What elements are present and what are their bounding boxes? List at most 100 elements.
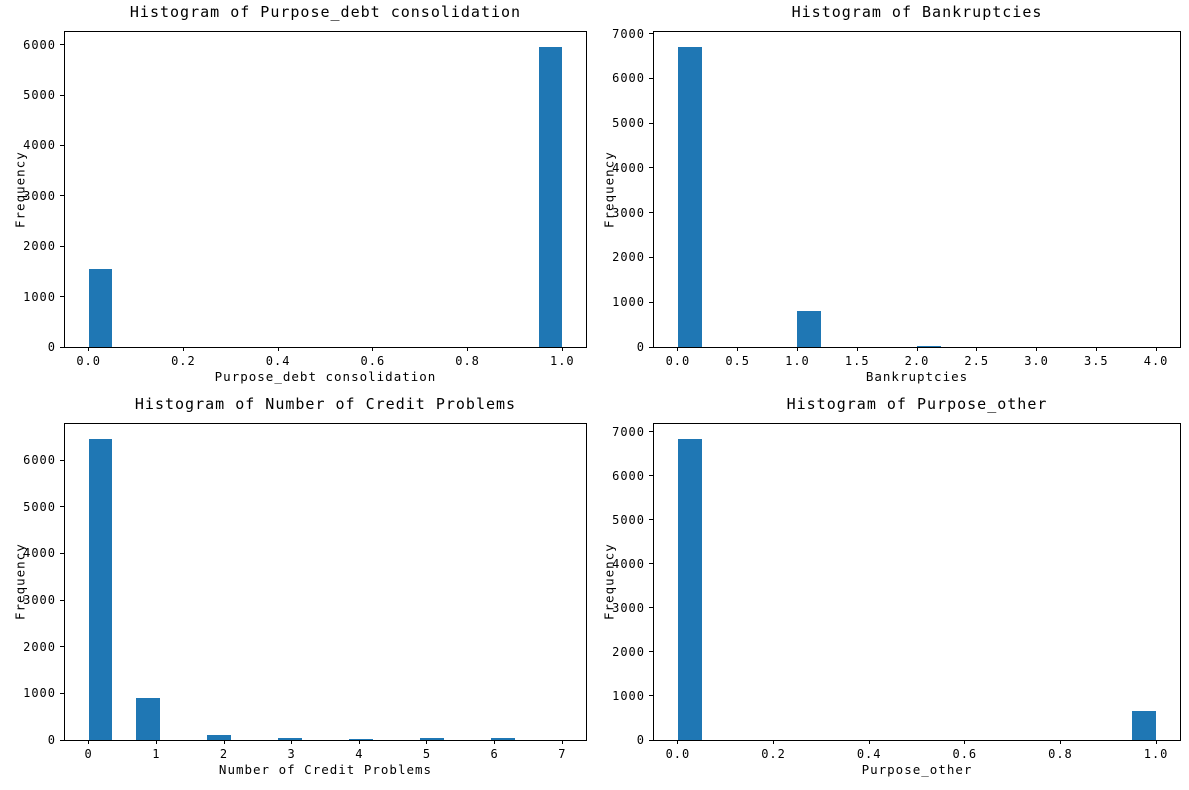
x-tick-mark	[796, 347, 798, 351]
subplot-histogram-number-of-credit-problems: Histogram of Number of Credit Problems F…	[13, 395, 587, 777]
x-tick-mark	[1155, 347, 1157, 351]
histogram-bar	[88, 268, 113, 347]
chart-title: Histogram of Number of Credit Problems	[134, 395, 517, 413]
x-tick-mark	[856, 347, 858, 351]
y-tick-mark	[649, 77, 654, 79]
x-tick-mark	[88, 740, 90, 744]
y-tick-label: 5000	[23, 499, 56, 514]
x-tick-mark	[1095, 347, 1097, 351]
x-axis-label: Bankruptcies	[865, 369, 969, 384]
y-tick-label: 7000	[612, 424, 645, 439]
histogram-bar	[677, 438, 702, 740]
y-tick-mark	[649, 346, 654, 348]
y-tick-label: 5000	[612, 116, 645, 131]
x-tick-mark	[677, 740, 679, 744]
y-tick-label: 4000	[612, 160, 645, 175]
y-tick-mark	[60, 646, 65, 648]
histogram-bar	[677, 47, 702, 347]
x-tick-mark	[291, 740, 293, 744]
y-tick-label: 3000	[612, 205, 645, 220]
x-tick-label: 0	[84, 747, 93, 761]
x-tick-label: 1.0	[549, 354, 575, 368]
y-tick-mark	[649, 695, 654, 697]
y-tick-label: 1000	[612, 688, 645, 703]
x-tick-mark	[494, 740, 496, 744]
y-tick-mark	[60, 195, 65, 197]
y-tick-mark	[649, 301, 654, 303]
x-tick-mark	[561, 347, 563, 351]
y-tick-label: 7000	[612, 26, 645, 41]
y-tick-mark	[60, 44, 65, 46]
histogram-bar	[917, 345, 941, 347]
histogram-bar	[1132, 710, 1157, 740]
y-tick-mark	[60, 599, 65, 601]
y-tick-label: 1000	[23, 289, 56, 304]
x-tick-label: 1.0	[785, 354, 810, 368]
x-tick-label: 0.6	[360, 354, 386, 368]
y-tick-mark	[649, 475, 654, 477]
y-tick-label: 4000	[23, 138, 56, 153]
y-tick-label: 6000	[23, 37, 56, 52]
y-tick-mark	[649, 739, 654, 741]
subplot-histogram-bankruptcies: Histogram of Bankruptcies Frequency 0.0 0…	[602, 3, 1181, 384]
y-tick-label: 3000	[612, 600, 645, 615]
x-axis-label: Number of Credit Problems	[218, 762, 433, 777]
x-axis-label: Purpose_other	[861, 762, 973, 777]
x-tick-label: 0.5	[725, 354, 751, 368]
y-tick-label: 2000	[23, 239, 56, 254]
x-tick-mark	[561, 740, 563, 744]
y-tick-mark	[60, 459, 65, 461]
chart-title: Histogram of Purpose_other	[786, 395, 1048, 413]
x-tick-mark	[358, 740, 360, 744]
y-tick-mark	[60, 506, 65, 508]
x-axis-label: Purpose_debt consolidation	[214, 369, 437, 384]
chart-title: Histogram of Bankruptcies	[791, 3, 1043, 21]
x-tick-label: 0.6	[952, 747, 978, 761]
histogram-bar	[420, 738, 444, 740]
plot-area: 0 1 2 3 4 5 6 7 0 1000 2000 3000 4000 5000 6000	[23, 423, 587, 761]
histogram-bar	[278, 737, 302, 740]
y-tick-label: 1000	[612, 295, 645, 310]
y-tick-mark	[649, 607, 654, 609]
plot-area: 0.0 0.2 0.4 0.6 0.8 1.0 0 1000 2000 3000 4000 5000 6…	[23, 31, 587, 368]
x-tick-label: 0.8	[455, 354, 480, 368]
y-tick-mark	[649, 167, 654, 169]
y-tick-mark	[649, 33, 654, 35]
x-tick-mark	[737, 347, 739, 351]
x-tick-mark	[372, 347, 374, 351]
x-tick-label: 0.4	[856, 747, 882, 761]
y-tick-label: 6000	[23, 453, 56, 468]
x-tick-mark	[976, 347, 978, 351]
histogram-bar	[88, 439, 113, 740]
y-tick-mark	[649, 519, 654, 521]
y-tick-mark	[649, 431, 654, 433]
x-tick-mark	[773, 740, 775, 744]
plot-area: 0.0 0.5 1.0 1.5 2.0 2.5 3.0 3.5 4.0 0 1000 2000 3000…	[612, 27, 1181, 368]
y-tick-label: 2000	[23, 639, 56, 654]
x-tick-label: 2.5	[964, 354, 990, 368]
y-tick-mark	[649, 563, 654, 565]
y-tick-label: 5000	[612, 512, 645, 527]
x-tick-label: 1.5	[844, 354, 870, 368]
x-tick-label: 2	[219, 747, 229, 761]
y-tick-mark	[60, 692, 65, 694]
x-tick-mark	[1155, 740, 1157, 744]
x-tick-mark	[182, 347, 184, 351]
y-tick-label: 2000	[612, 644, 645, 659]
x-tick-label: 0.2	[171, 354, 196, 368]
y-tick-mark	[60, 739, 65, 741]
y-tick-mark	[60, 552, 65, 554]
x-tick-label: 6	[490, 747, 499, 761]
x-tick-label: 0.8	[1048, 747, 1073, 761]
x-tick-mark	[155, 740, 157, 744]
x-tick-label: 5	[422, 747, 432, 761]
x-tick-mark	[223, 740, 225, 744]
y-tick-mark	[649, 122, 654, 124]
histogram-bar	[538, 47, 563, 347]
x-tick-label: 0.0	[665, 354, 691, 368]
x-tick-label: 0.2	[761, 747, 786, 761]
y-tick-label: 4000	[23, 546, 56, 561]
x-tick-label: 3.0	[1024, 354, 1049, 368]
y-tick-mark	[60, 296, 65, 298]
